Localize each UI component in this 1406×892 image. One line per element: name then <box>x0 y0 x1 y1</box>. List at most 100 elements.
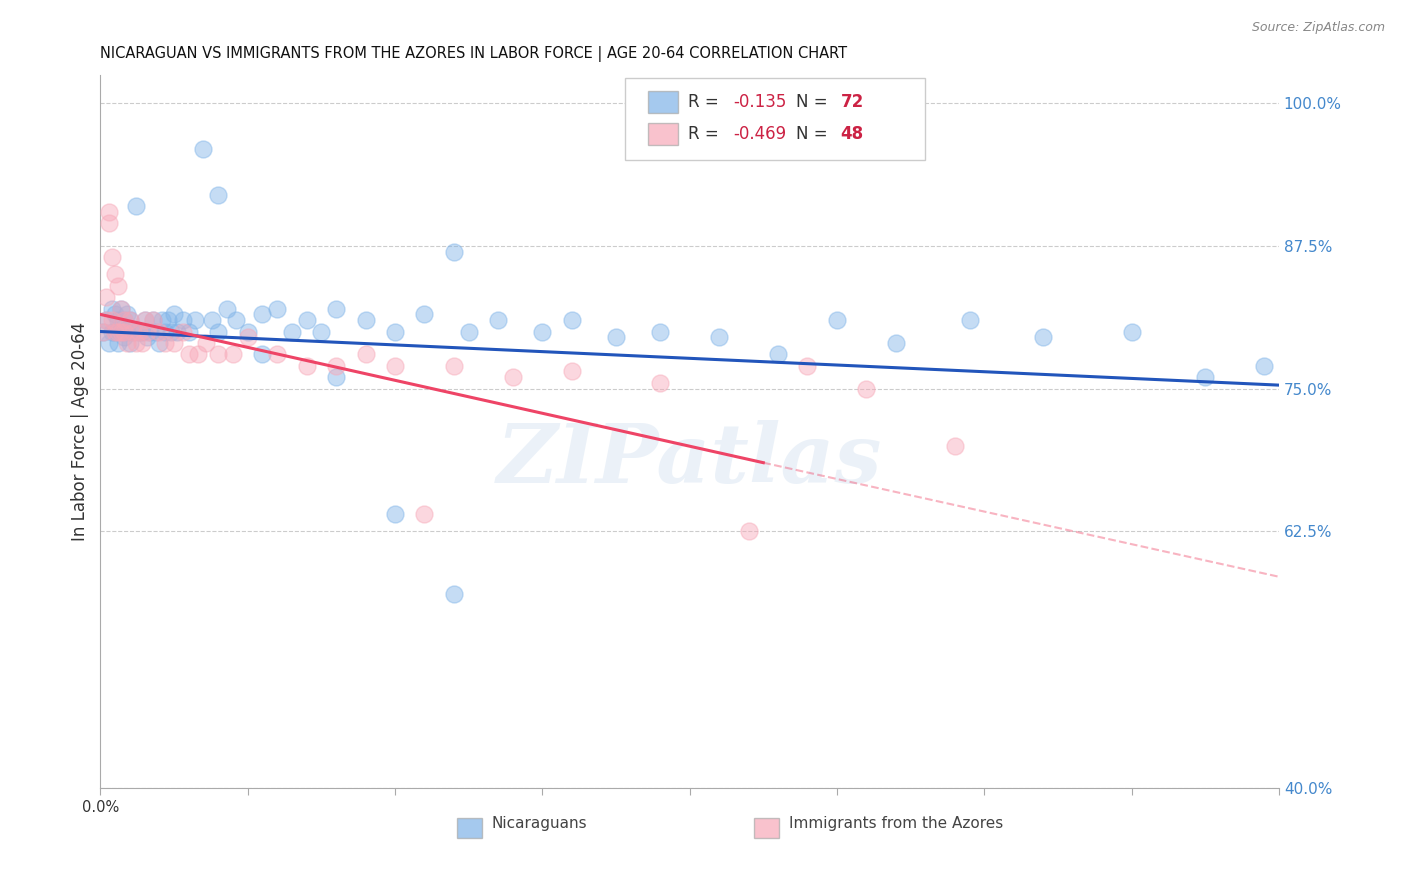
Point <box>153 335 176 350</box>
Point <box>118 313 141 327</box>
Point <box>125 199 148 213</box>
Point <box>215 301 238 316</box>
Point <box>128 325 150 339</box>
Point <box>561 313 583 327</box>
Point <box>104 268 127 282</box>
Point <box>295 359 318 373</box>
Text: NICARAGUAN VS IMMIGRANTS FROM THE AZORES IN LABOR FORCE | AGE 20-64 CORRELATION : NICARAGUAN VS IMMIGRANTS FROM THE AZORES… <box>100 46 848 62</box>
Point <box>142 313 165 327</box>
Point <box>98 204 121 219</box>
Point <box>413 507 436 521</box>
Point <box>486 313 509 327</box>
FancyBboxPatch shape <box>624 78 925 161</box>
Point <box>384 507 406 521</box>
Point <box>107 313 129 327</box>
Point <box>142 313 165 327</box>
Point <box>183 313 205 327</box>
Point <box>457 325 479 339</box>
Point <box>112 313 135 327</box>
Point <box>104 307 127 321</box>
Point <box>101 325 124 339</box>
Point <box>134 313 156 327</box>
Point <box>128 325 150 339</box>
Text: -0.469: -0.469 <box>734 125 786 143</box>
Point <box>825 313 848 327</box>
Point <box>131 335 153 350</box>
Point <box>110 325 132 339</box>
Point <box>413 307 436 321</box>
Point <box>193 142 215 156</box>
Point <box>707 330 730 344</box>
Point <box>148 325 170 339</box>
Point <box>136 330 159 344</box>
Point <box>1121 325 1143 339</box>
Point <box>101 251 124 265</box>
Point <box>325 370 347 384</box>
Point <box>796 359 818 373</box>
Point <box>118 335 141 350</box>
Point <box>112 330 135 344</box>
Point <box>166 325 188 339</box>
FancyBboxPatch shape <box>648 123 678 145</box>
Point <box>96 290 118 304</box>
Text: R =: R = <box>689 125 724 143</box>
Point <box>766 347 789 361</box>
Point <box>236 330 259 344</box>
Point <box>1194 370 1216 384</box>
Point <box>112 325 135 339</box>
Point <box>855 382 877 396</box>
Point <box>177 347 200 361</box>
Point <box>502 370 524 384</box>
Text: ZIPatlas: ZIPatlas <box>496 420 883 500</box>
Point <box>650 376 672 390</box>
Point <box>737 524 759 538</box>
Point <box>354 313 377 327</box>
Point <box>311 325 333 339</box>
Point <box>107 325 129 339</box>
Point <box>201 313 224 327</box>
Text: Nicaraguans: Nicaraguans <box>492 816 588 831</box>
Point <box>101 313 124 327</box>
Point <box>150 313 173 327</box>
Point <box>172 313 194 327</box>
Point <box>605 330 627 344</box>
Point <box>252 307 274 321</box>
Point <box>153 325 176 339</box>
Point <box>163 307 186 321</box>
Point <box>172 325 194 339</box>
Point <box>91 325 114 339</box>
Point <box>112 313 135 327</box>
Point <box>1032 330 1054 344</box>
Point <box>98 216 121 230</box>
Point <box>104 325 127 339</box>
FancyBboxPatch shape <box>648 91 678 112</box>
Text: N =: N = <box>796 93 832 111</box>
Point <box>115 325 138 339</box>
Point <box>163 335 186 350</box>
Point <box>266 347 288 361</box>
Point <box>207 347 229 361</box>
Point <box>325 301 347 316</box>
Point <box>943 439 966 453</box>
Text: -0.135: -0.135 <box>734 93 786 111</box>
Text: Immigrants from the Azores: Immigrants from the Azores <box>789 816 1002 831</box>
Point <box>236 325 259 339</box>
Point <box>266 301 288 316</box>
Point <box>207 325 229 339</box>
Point <box>1253 359 1275 373</box>
Point <box>160 325 183 339</box>
Point <box>145 325 167 339</box>
Point <box>959 313 981 327</box>
Point <box>222 347 245 361</box>
Point <box>177 325 200 339</box>
Point <box>110 301 132 316</box>
Point <box>207 187 229 202</box>
Point <box>281 325 304 339</box>
Point <box>110 325 132 339</box>
Point <box>125 335 148 350</box>
Point <box>104 325 127 339</box>
Point <box>650 325 672 339</box>
Point <box>325 359 347 373</box>
Point <box>131 325 153 339</box>
Point <box>98 335 121 350</box>
